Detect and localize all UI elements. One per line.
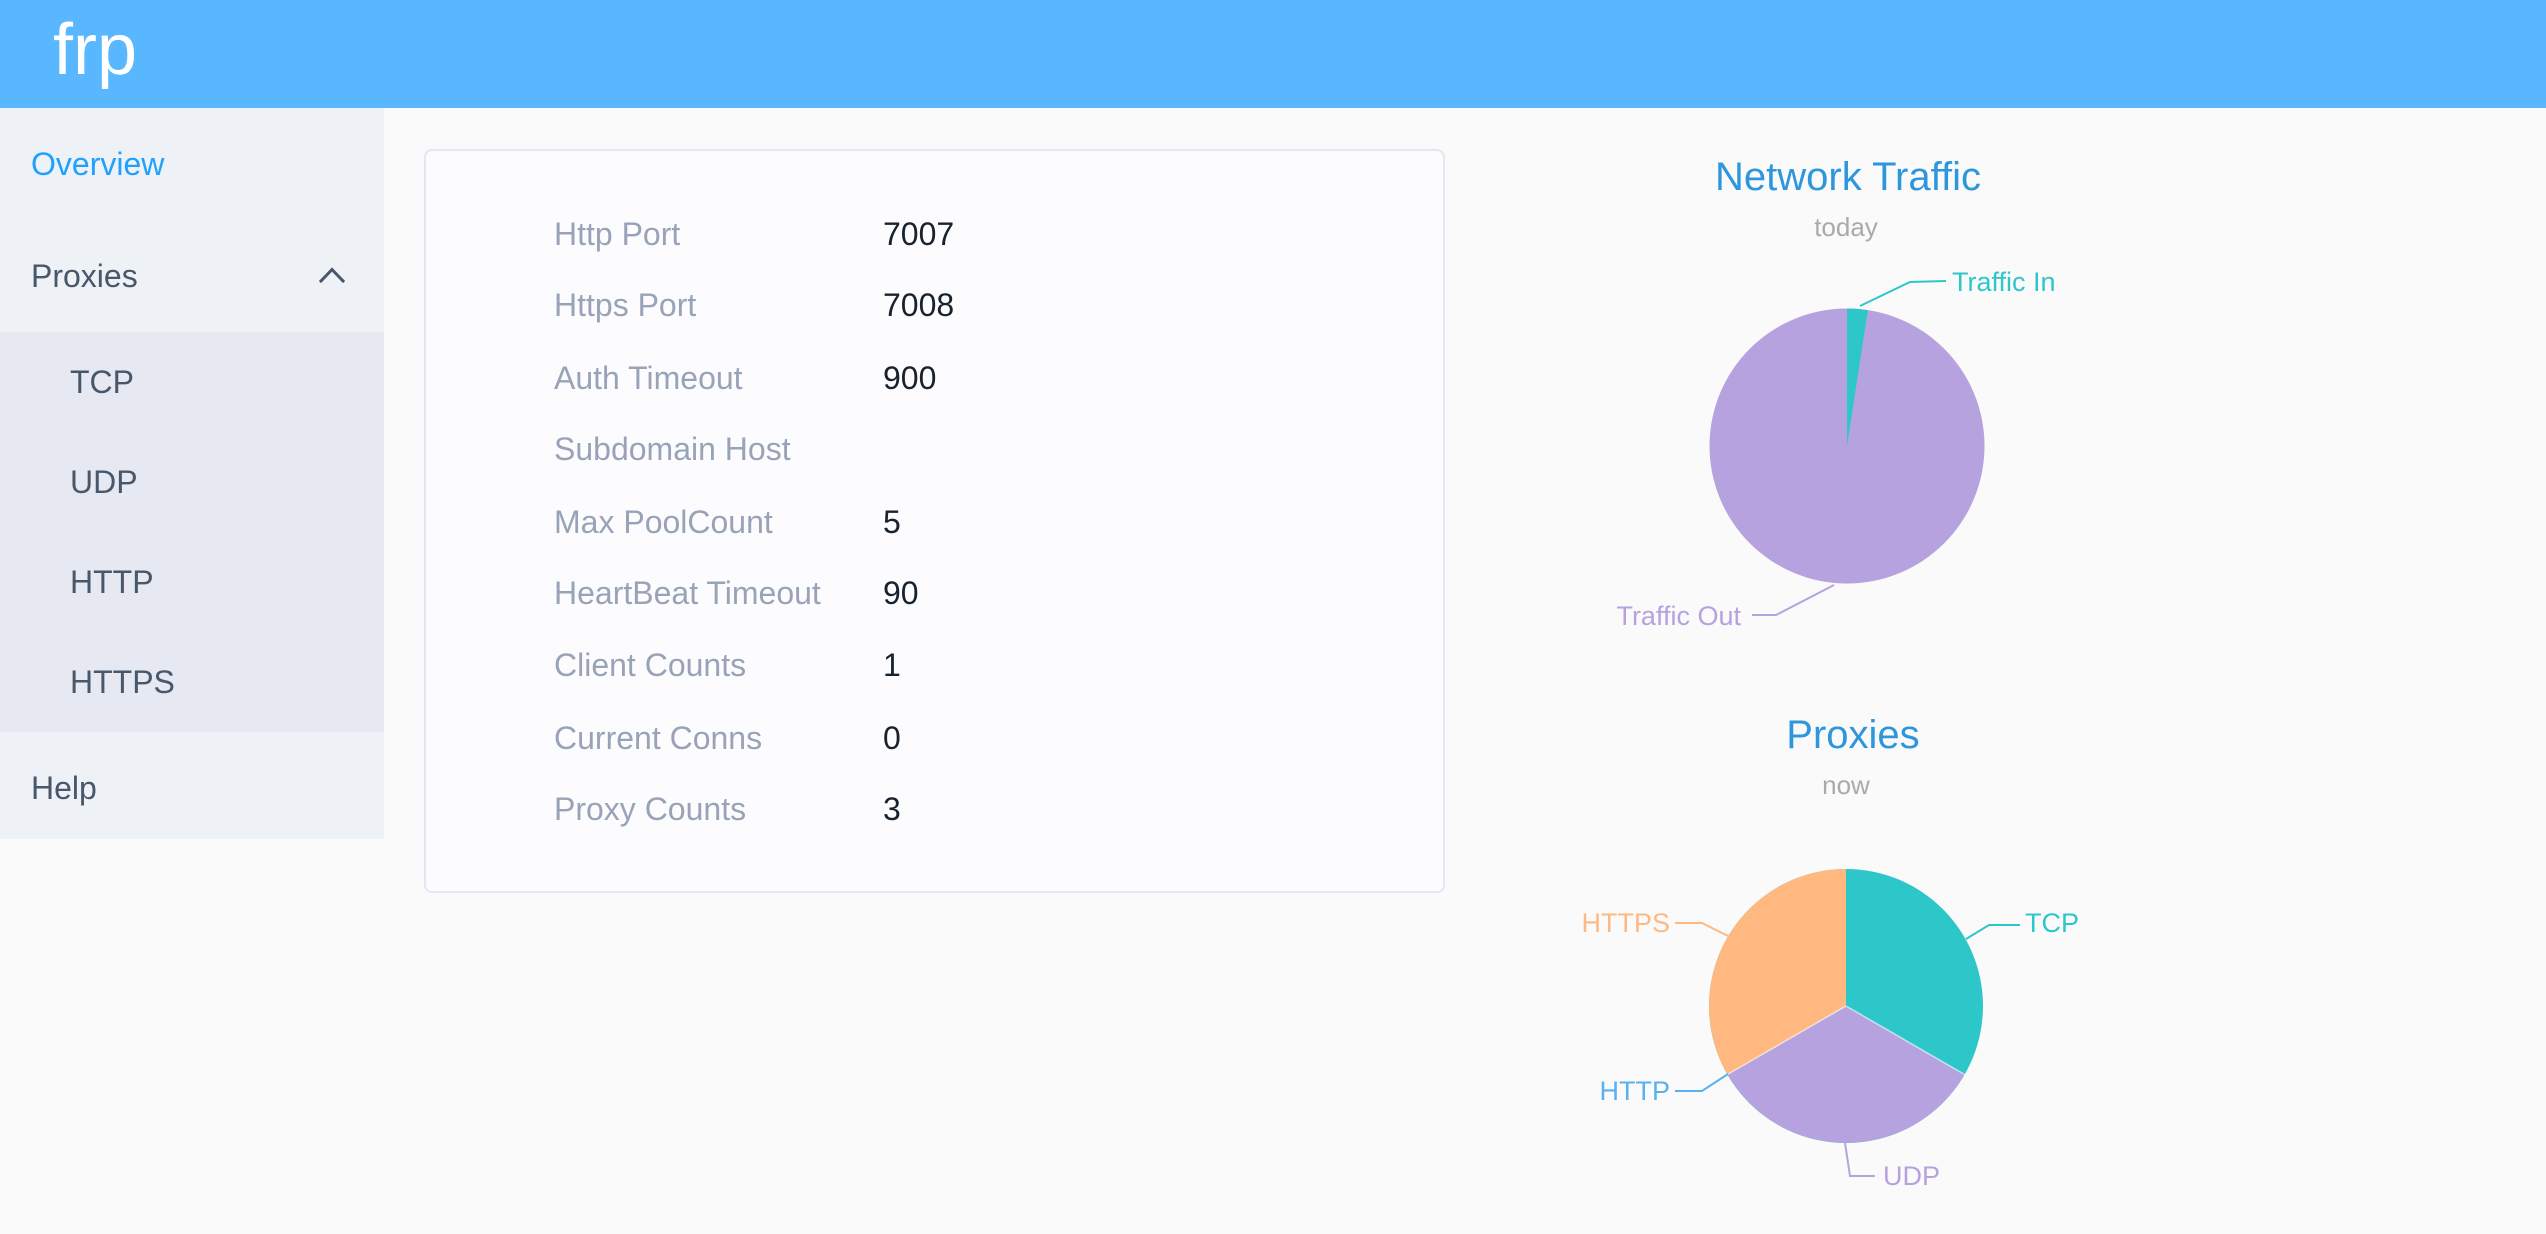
svg-text:Proxies: Proxies <box>1786 713 1919 757</box>
svg-text:TCP: TCP <box>2025 908 2079 938</box>
svg-text:Network Traffic: Network Traffic <box>1715 155 1981 199</box>
svg-text:UDP: UDP <box>1883 1161 1940 1191</box>
svg-text:HTTPS: HTTPS <box>1581 908 1670 938</box>
svg-text:today: today <box>1814 212 1878 242</box>
svg-text:Traffic Out: Traffic Out <box>1616 601 1741 631</box>
svg-text:Traffic In: Traffic In <box>1952 267 2056 297</box>
svg-text:now: now <box>1822 770 1870 800</box>
svg-text:HTTP: HTTP <box>1600 1076 1671 1106</box>
